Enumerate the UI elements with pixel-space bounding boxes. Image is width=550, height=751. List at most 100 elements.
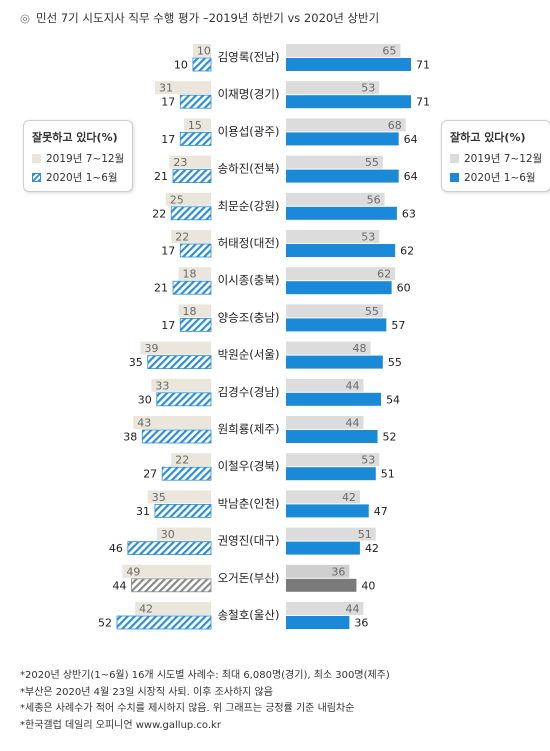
- value-label-positive-2020: 36: [354, 617, 368, 630]
- value-label-positive-2019: 65: [382, 45, 396, 58]
- bar-negative-2019: [147, 490, 211, 504]
- value-label-negative-2019: 39: [145, 342, 159, 355]
- bar-positive-2019: [286, 118, 406, 132]
- bar-negative-2019: [133, 416, 211, 429]
- legend-label: 2020년 1~6월: [464, 172, 536, 184]
- value-label-negative-2019: 42: [139, 603, 153, 616]
- value-label-positive-2020: 63: [402, 207, 416, 220]
- value-label-positive-2020: 51: [381, 468, 395, 481]
- category-label: 송철호(울산): [218, 608, 280, 622]
- footnote: *세종은 사례수가 적어 수치를 제시하지 않음. 위 그래프는 긍정률 기준 …: [20, 703, 355, 714]
- bar-positive-2020: [286, 541, 360, 555]
- value-label-positive-2019: 48: [353, 342, 367, 355]
- value-label-negative-2019: 25: [170, 193, 184, 206]
- bar-negative-2020: [141, 429, 212, 444]
- bar-positive-2020: [286, 430, 378, 443]
- category-label: 이시종(충북): [218, 273, 280, 287]
- value-label-positive-2019: 68: [388, 119, 402, 132]
- legend-label: 2019년 7~12월: [464, 153, 543, 165]
- value-label-negative-2020: 46: [109, 542, 123, 555]
- bar-negative-2020: [116, 615, 212, 630]
- bar-negative-2019: [192, 44, 211, 57]
- value-label-negative-2020: 21: [154, 170, 168, 183]
- bar-positive-2019: [286, 81, 380, 95]
- bar-negative-2020: [170, 206, 212, 221]
- bar-negative-2019: [154, 81, 211, 95]
- value-label-positive-2020: 40: [361, 579, 375, 592]
- value-label-positive-2020: 54: [386, 393, 400, 406]
- value-label-negative-2019: 18: [182, 305, 196, 318]
- legend-swatch-beige: [32, 154, 41, 163]
- value-label-negative-2019: 18: [182, 268, 196, 281]
- bar-positive-2019: [286, 527, 376, 541]
- bar-positive-2020: [286, 58, 411, 71]
- bar-negative-2020: [179, 317, 212, 332]
- value-label-negative-2019: 22: [175, 454, 189, 467]
- category-label: 김경수(경남): [218, 385, 280, 399]
- value-label-negative-2020: 21: [154, 282, 168, 295]
- bar-positive-2020: [286, 318, 387, 332]
- bar-positive-2020: [286, 95, 411, 109]
- value-label-positive-2019: 62: [377, 268, 391, 281]
- bar-positive-2019: [286, 490, 360, 504]
- value-label-positive-2019: 44: [345, 603, 359, 616]
- bar-negative-2019: [178, 304, 211, 318]
- legend-label: 2020년 1~6월: [46, 172, 118, 184]
- value-label-negative-2019: 23: [173, 156, 187, 169]
- value-label-negative-2019: 35: [152, 491, 166, 504]
- value-label-positive-2019: 53: [361, 231, 375, 244]
- legend-swatch-gray: [450, 154, 459, 163]
- value-label-positive-2020: 55: [388, 356, 402, 369]
- footnote: *한국갤럽 데일리 오피니언 www.gallup.co.kr: [20, 719, 221, 731]
- value-label-negative-2020: 30: [138, 393, 152, 406]
- value-label-negative-2020: 22: [152, 207, 166, 220]
- category-label: 이용섭(광주): [218, 124, 280, 138]
- value-label-positive-2019: 51: [358, 528, 372, 541]
- bar-negative-2019: [178, 267, 211, 281]
- legend-swatch-hatch: [32, 173, 41, 182]
- bar-negative-2019: [171, 230, 211, 243]
- value-label-negative-2020: 31: [136, 505, 150, 518]
- legend-swatch-blue: [450, 173, 459, 182]
- bar-negative-2020: [154, 503, 212, 518]
- value-label-negative-2020: 17: [161, 133, 175, 146]
- bar-positive-2020: [286, 504, 369, 518]
- bar-negative-2020: [179, 243, 212, 258]
- value-label-positive-2019: 53: [361, 454, 375, 467]
- bar-negative-2020: [172, 280, 212, 295]
- value-label-negative-2020: 44: [112, 579, 126, 592]
- value-label-positive-2019: 55: [365, 156, 379, 169]
- bar-negative-2019: [169, 155, 211, 169]
- bar-positive-2020: [286, 281, 392, 295]
- footnote: *2020년 상반기(1~6월) 16개 시도별 사례수: 최대 6,080명(…: [20, 670, 390, 681]
- bar-negative-2019: [135, 602, 211, 615]
- value-label-negative-2020: 17: [161, 96, 175, 109]
- bar-negative-2020: [131, 578, 212, 593]
- value-label-negative-2020: 35: [129, 356, 143, 369]
- bar-positive-2019: [286, 267, 396, 281]
- value-label-negative-2020: 17: [161, 245, 175, 258]
- bar-positive-2019: [286, 44, 401, 57]
- value-label-positive-2019: 44: [345, 417, 359, 430]
- value-label-positive-2020: 47: [374, 505, 388, 518]
- bar-positive-2019: [286, 416, 364, 429]
- value-label-positive-2020: 52: [383, 431, 397, 444]
- category-label: 허태정(대전): [218, 236, 280, 250]
- category-label: 박남춘(인천): [218, 496, 280, 510]
- bar-positive-2019: [286, 378, 364, 392]
- bar-negative-2019: [151, 378, 211, 392]
- category-label: 송하진(전북): [218, 162, 280, 176]
- bar-negative-2019: [165, 192, 211, 206]
- value-label-positive-2020: 57: [391, 319, 405, 332]
- bar-negative-2019: [140, 341, 211, 355]
- bar-negative-2020: [156, 392, 212, 407]
- value-label-negative-2020: 10: [174, 59, 188, 72]
- category-label: 박원순(서울): [218, 348, 280, 362]
- legend-label: 2019년 7~12월: [46, 153, 125, 165]
- footnote: *부산은 2020년 4월 23일 시장직 사퇴. 이후 조사하지 않음: [20, 686, 273, 698]
- value-label-positive-2019: 42: [342, 491, 356, 504]
- bar-positive-2020: [286, 467, 376, 481]
- bar-positive-2020: [286, 392, 382, 406]
